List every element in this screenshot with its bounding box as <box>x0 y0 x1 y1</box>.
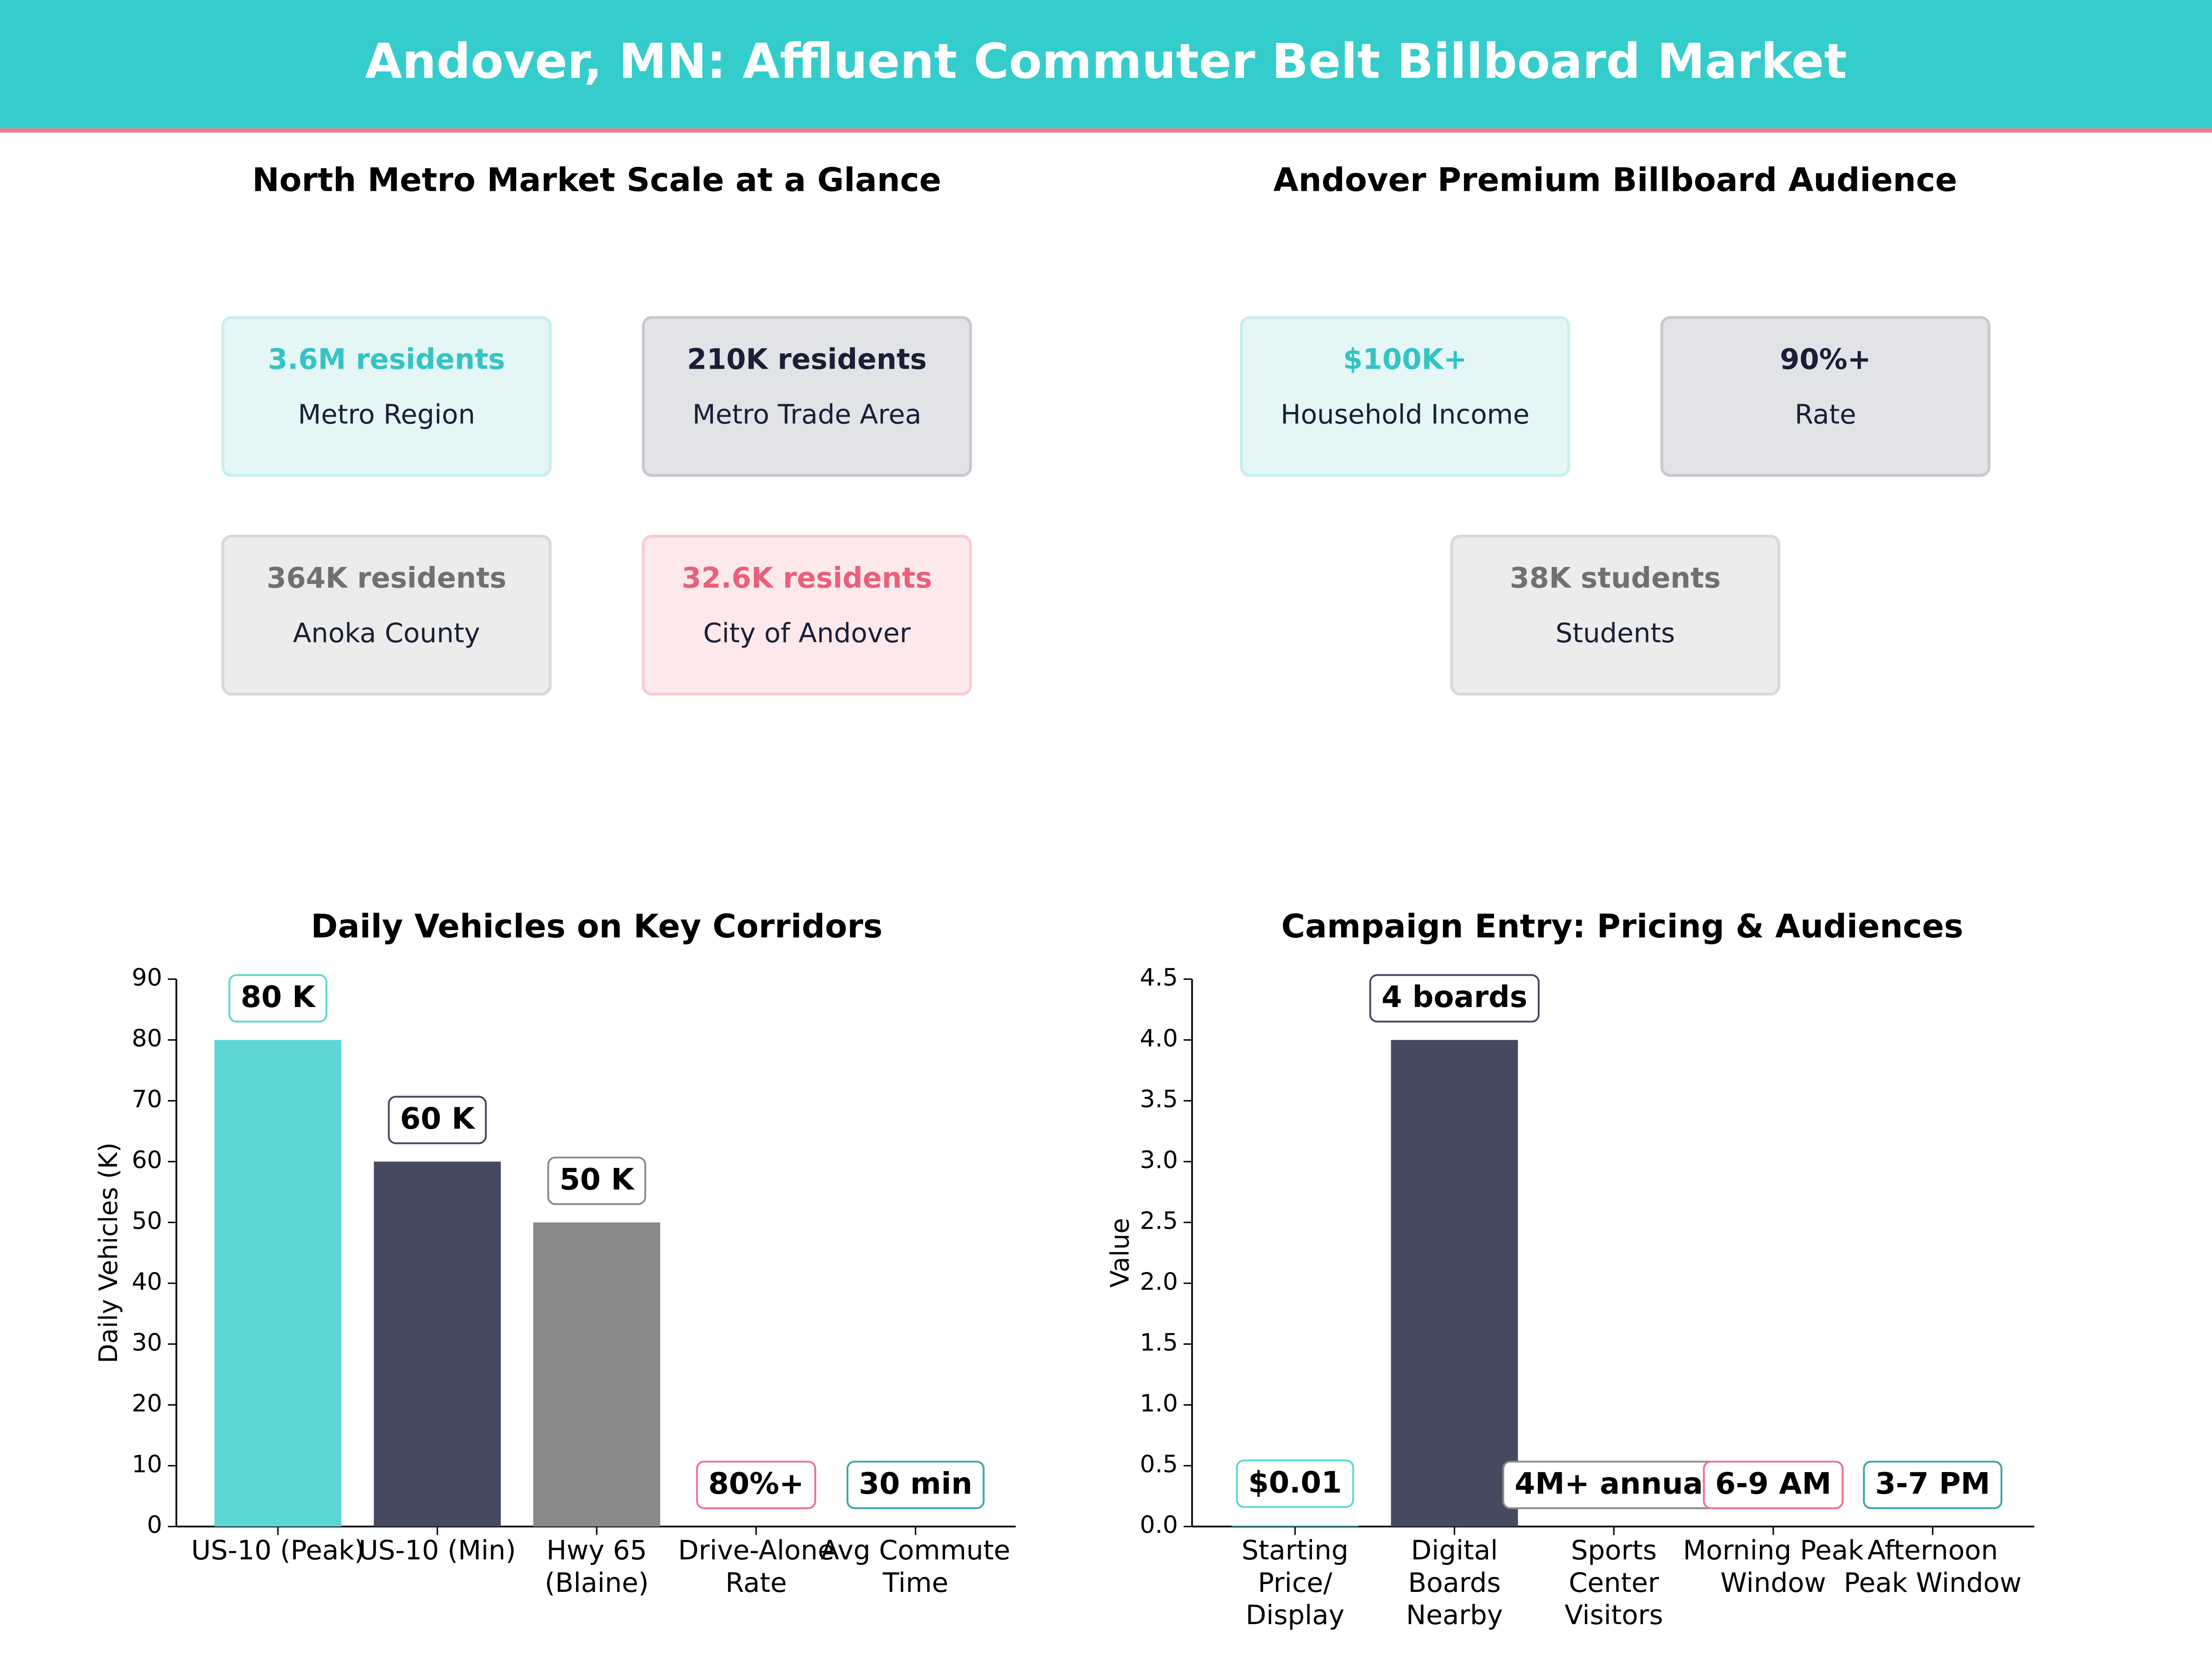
y-axis-label: Value <box>1105 1218 1135 1288</box>
bar <box>533 1222 660 1527</box>
value-label: 4M+ annual <box>1515 1467 1713 1501</box>
y-tick-label: 0.0 <box>1140 1511 1178 1539</box>
kpi-value: 32.6K residents <box>682 562 932 595</box>
kpi-label: Metro Region <box>298 399 476 430</box>
kpi-card <box>221 535 552 696</box>
y-tick-label: 4.0 <box>1140 1025 1178 1052</box>
x-tick-label: US-10 (Min) <box>359 1534 516 1566</box>
kpi-label: City of Andover <box>703 618 911 649</box>
y-tick-label: 90 <box>132 964 162 991</box>
panel-title: Andover Premium Billboard Audience <box>1273 161 1957 199</box>
bar <box>374 1161 501 1527</box>
kpi-value: 90%+ <box>1780 343 1871 376</box>
value-label-box <box>228 974 328 1023</box>
value-label: 30 min <box>859 1467 972 1501</box>
page-title: Andover, MN: Affluent Commuter Belt Bill… <box>365 33 1847 89</box>
kpi-label: Household Income <box>1281 399 1530 430</box>
y-tick-label: 80 <box>132 1025 162 1052</box>
value-label-box <box>1236 1459 1354 1508</box>
x-tick-label: Hwy 65 (Blaine) <box>545 1534 649 1598</box>
y-tick-label: 2.5 <box>1140 1207 1178 1235</box>
y-tick-label: 4.5 <box>1140 964 1178 991</box>
value-label: 80 K <box>241 980 316 1014</box>
kpi-value: 210K residents <box>687 343 927 376</box>
value-label-box <box>1703 1461 1844 1509</box>
value-label: 80%+ <box>708 1467 804 1501</box>
value-label-box <box>696 1461 817 1509</box>
value-label: 3-7 PM <box>1875 1467 1990 1501</box>
x-tick-label: Avg Commute Time <box>821 1534 1010 1598</box>
kpi-card <box>1660 316 1991 477</box>
y-axis-label: Daily Vehicles (K) <box>94 1143 123 1363</box>
y-tick-label: 2.0 <box>1140 1268 1178 1296</box>
kpi-card <box>1450 535 1781 696</box>
y-tick-label: 30 <box>132 1329 162 1356</box>
x-tick-label: Afternoon Peak Window <box>1844 1534 2022 1598</box>
bar <box>1231 1525 1359 1527</box>
y-tick-label: 20 <box>132 1390 162 1417</box>
chart-title: Campaign Entry: Pricing & Audiences <box>1281 907 1963 945</box>
kpi-card <box>641 316 972 477</box>
kpi-value: 3.6M residents <box>268 343 505 376</box>
value-label: 50 K <box>559 1162 635 1197</box>
panel-title: North Metro Market Scale at a Glance <box>252 161 941 199</box>
kpi-value: $100K+ <box>1343 343 1467 376</box>
y-tick-label: 70 <box>132 1085 162 1113</box>
header-bar <box>0 0 2212 129</box>
kpi-label: Students <box>1555 618 1675 649</box>
bar <box>1391 1040 1518 1527</box>
x-tick-label: Morning Peak Window <box>1683 1534 1864 1598</box>
x-tick-label: US-10 (Peak) <box>191 1534 365 1566</box>
y-tick-label: 10 <box>132 1450 162 1478</box>
y-tick-label: 1.0 <box>1140 1390 1178 1417</box>
value-label-box <box>1863 1461 2003 1509</box>
y-tick-label: 1.5 <box>1140 1329 1178 1356</box>
kpi-card <box>1240 316 1571 477</box>
value-label: 4 boards <box>1382 980 1528 1014</box>
y-tick-label: 40 <box>132 1268 162 1296</box>
value-label-box <box>1369 974 1540 1023</box>
kpi-label: Rate <box>1795 399 1856 430</box>
x-tick-label: Digital Boards Nearby <box>1406 1534 1503 1631</box>
value-label-box <box>846 1461 985 1509</box>
y-tick-label: 0.5 <box>1140 1450 1178 1478</box>
value-label: 6-9 AM <box>1715 1467 1831 1501</box>
kpi-label: Metro Trade Area <box>693 399 922 430</box>
bar <box>214 1040 341 1527</box>
kpi-label: Anoka County <box>293 618 480 649</box>
kpi-card <box>641 535 972 696</box>
header-rule <box>0 128 2212 133</box>
value-label-box <box>547 1156 647 1205</box>
value-label: $0.01 <box>1248 1465 1342 1500</box>
value-label: 60 K <box>400 1101 476 1136</box>
value-label-box <box>388 1096 487 1144</box>
chart-title: Daily Vehicles on Key Corridors <box>311 907 883 945</box>
y-tick-label: 3.5 <box>1140 1085 1178 1113</box>
y-tick-label: 3.0 <box>1140 1146 1178 1174</box>
y-tick-label: 60 <box>132 1146 162 1174</box>
x-tick-label: Sports Center Visitors <box>1565 1534 1663 1631</box>
y-tick-label: 50 <box>132 1207 162 1235</box>
y-tick-label: 0 <box>147 1511 162 1539</box>
kpi-value: 38K students <box>1510 562 1721 595</box>
x-tick-label: Starting Price/Display <box>1241 1534 1348 1631</box>
kpi-value: 364K residents <box>267 562 506 595</box>
kpi-card <box>221 316 552 477</box>
x-tick-label: Drive-Alone Rate <box>678 1534 834 1598</box>
